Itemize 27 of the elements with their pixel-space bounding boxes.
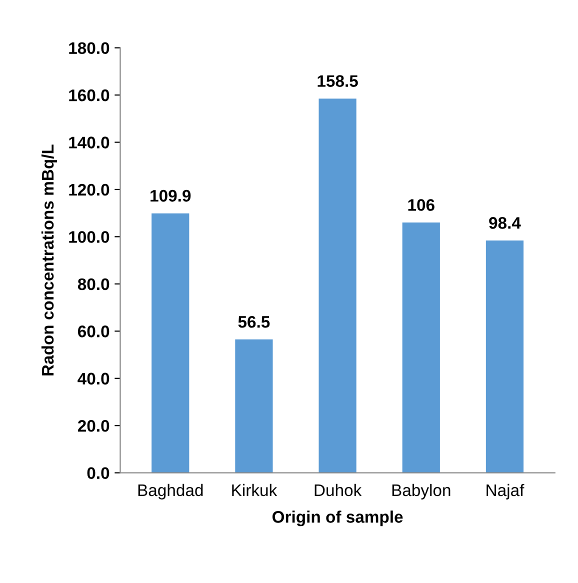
y-tick-label: 20.0 <box>78 420 110 432</box>
data-label: 106 <box>408 199 434 211</box>
y-axis-title: Radon concentrations mBq/L <box>41 144 57 376</box>
data-label: 56.5 <box>238 316 270 328</box>
bar <box>402 222 440 473</box>
bar <box>486 240 524 473</box>
y-tick-label: 140.0 <box>69 136 110 148</box>
x-tick-label: Najaf <box>486 484 524 500</box>
x-tick-label: Baghdad <box>138 484 203 500</box>
y-tick-label: 160.0 <box>69 89 110 102</box>
x-tick-label: Kirkuk <box>232 484 278 496</box>
y-tick-label: 40.0 <box>78 372 110 385</box>
bar <box>152 213 190 473</box>
bar <box>235 339 273 473</box>
y-tick-label: 180.0 <box>69 42 110 54</box>
data-label: 98.4 <box>489 217 521 229</box>
y-tick-label: 60.0 <box>78 326 110 338</box>
data-label: 158.5 <box>318 75 358 87</box>
bar <box>318 98 356 473</box>
x-tick-label: Babylon <box>392 484 450 500</box>
y-tick-label: 120.0 <box>69 184 110 196</box>
x-axis-title: Origin of sample <box>272 510 403 526</box>
data-label: 109.9 <box>150 190 191 202</box>
y-tick-label: 100.0 <box>69 231 110 243</box>
y-tick-label: 80.0 <box>78 278 110 290</box>
y-tick-label: 0.0 <box>87 467 110 480</box>
x-tick-label: Duhok <box>314 484 362 496</box>
